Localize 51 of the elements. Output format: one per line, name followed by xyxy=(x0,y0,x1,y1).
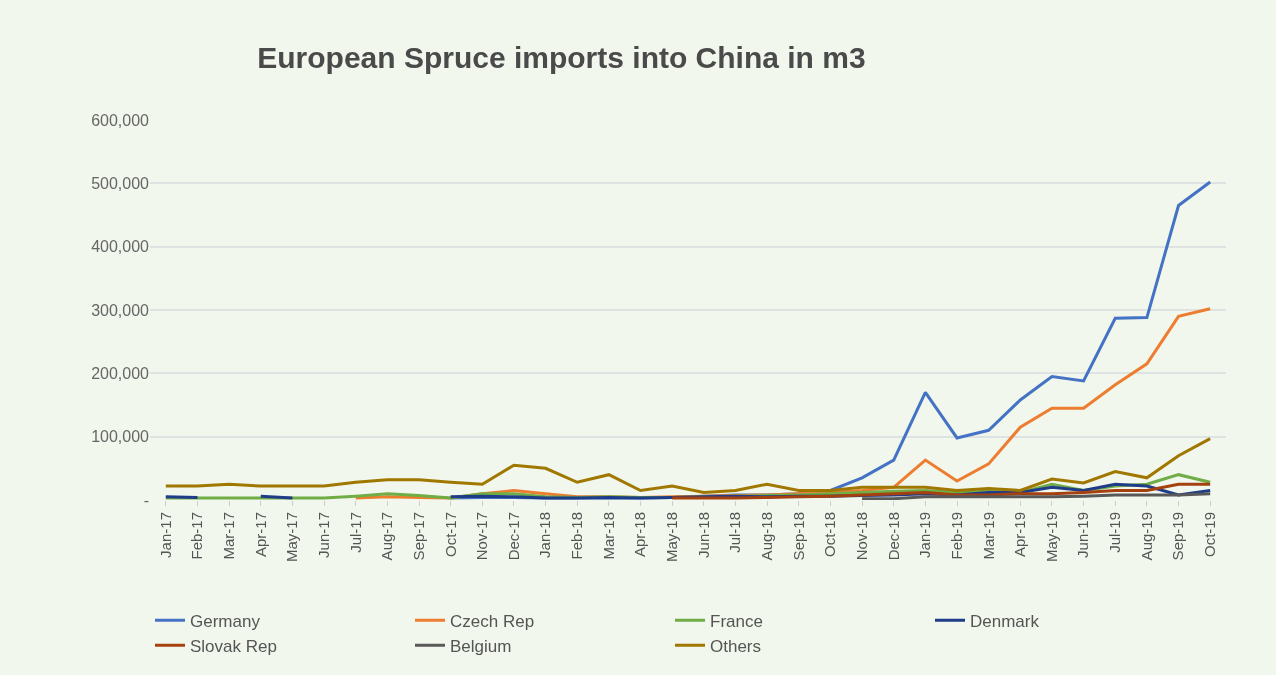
x-tick-label: Feb-18 xyxy=(568,512,586,560)
x-tick-label: Jul-17 xyxy=(346,512,364,553)
x-tick-label: Oct-17 xyxy=(441,512,459,558)
x-tick-label: Jun-19 xyxy=(1074,512,1092,558)
y-tick-label: 400,000 xyxy=(91,238,150,256)
x-tick-label: Aug-19 xyxy=(1137,512,1155,561)
legend-label: Belgium xyxy=(450,636,512,656)
x-tick-label: Feb-17 xyxy=(188,512,206,560)
x-tick-label: Apr-19 xyxy=(1011,512,1029,558)
x-tick-label: Jan-18 xyxy=(536,512,554,558)
x-tick-label: Mar-18 xyxy=(599,512,617,560)
x-tick-label: Jul-18 xyxy=(726,512,744,553)
x-tick-label: Jul-19 xyxy=(1106,512,1124,553)
y-tick-label: 500,000 xyxy=(91,174,150,192)
x-tick-label: Sep-19 xyxy=(1169,512,1187,561)
x-tick-label: Jun-18 xyxy=(694,512,712,558)
x-tick-label: Apr-17 xyxy=(251,512,269,558)
y-tick-label: - xyxy=(143,491,149,509)
x-tick-label: Sep-17 xyxy=(409,512,427,561)
x-tick-label: Aug-18 xyxy=(757,512,775,561)
x-tick-label: May-17 xyxy=(283,512,301,563)
legend-label: Germany xyxy=(190,611,261,631)
x-tick-label: Nov-18 xyxy=(852,512,870,561)
x-tick-label: Mar-19 xyxy=(979,512,997,560)
x-tick-label: Aug-17 xyxy=(378,512,396,561)
x-tick-label: Jun-17 xyxy=(314,512,332,558)
x-tick-label: May-19 xyxy=(1042,512,1060,563)
x-tick-label: Feb-19 xyxy=(947,512,965,560)
legend-label: Denmark xyxy=(970,611,1040,631)
x-tick-label: Jan-19 xyxy=(916,512,934,558)
line-series xyxy=(164,437,1212,494)
x-tick-label: Sep-18 xyxy=(789,512,807,561)
line-series xyxy=(670,482,1212,500)
x-tick-label: Dec-17 xyxy=(504,512,522,561)
chart-title: European Spruce imports into China in m3 xyxy=(257,41,866,75)
x-tick-label: Oct-18 xyxy=(821,512,839,558)
y-tick-label: 300,000 xyxy=(91,301,150,319)
x-tick-label: Nov-17 xyxy=(473,512,491,561)
x-tick-label: Mar-17 xyxy=(219,512,237,560)
x-tick-label: Apr-18 xyxy=(631,512,649,558)
legend-label: Others xyxy=(710,636,762,656)
y-tick-label: 100,000 xyxy=(91,428,150,446)
legend-label: France xyxy=(710,611,763,631)
legend-label: Czech Rep xyxy=(450,611,535,631)
x-tick-label: Oct-19 xyxy=(1201,512,1219,558)
x-tick-label: Dec-18 xyxy=(884,512,902,561)
x-tick-label: May-18 xyxy=(663,512,681,563)
y-tick-label: 600,000 xyxy=(91,111,150,129)
x-tick-label: Jan-17 xyxy=(156,512,174,558)
legend-label: Slovak Rep xyxy=(190,636,277,656)
y-tick-label: 200,000 xyxy=(91,364,150,382)
